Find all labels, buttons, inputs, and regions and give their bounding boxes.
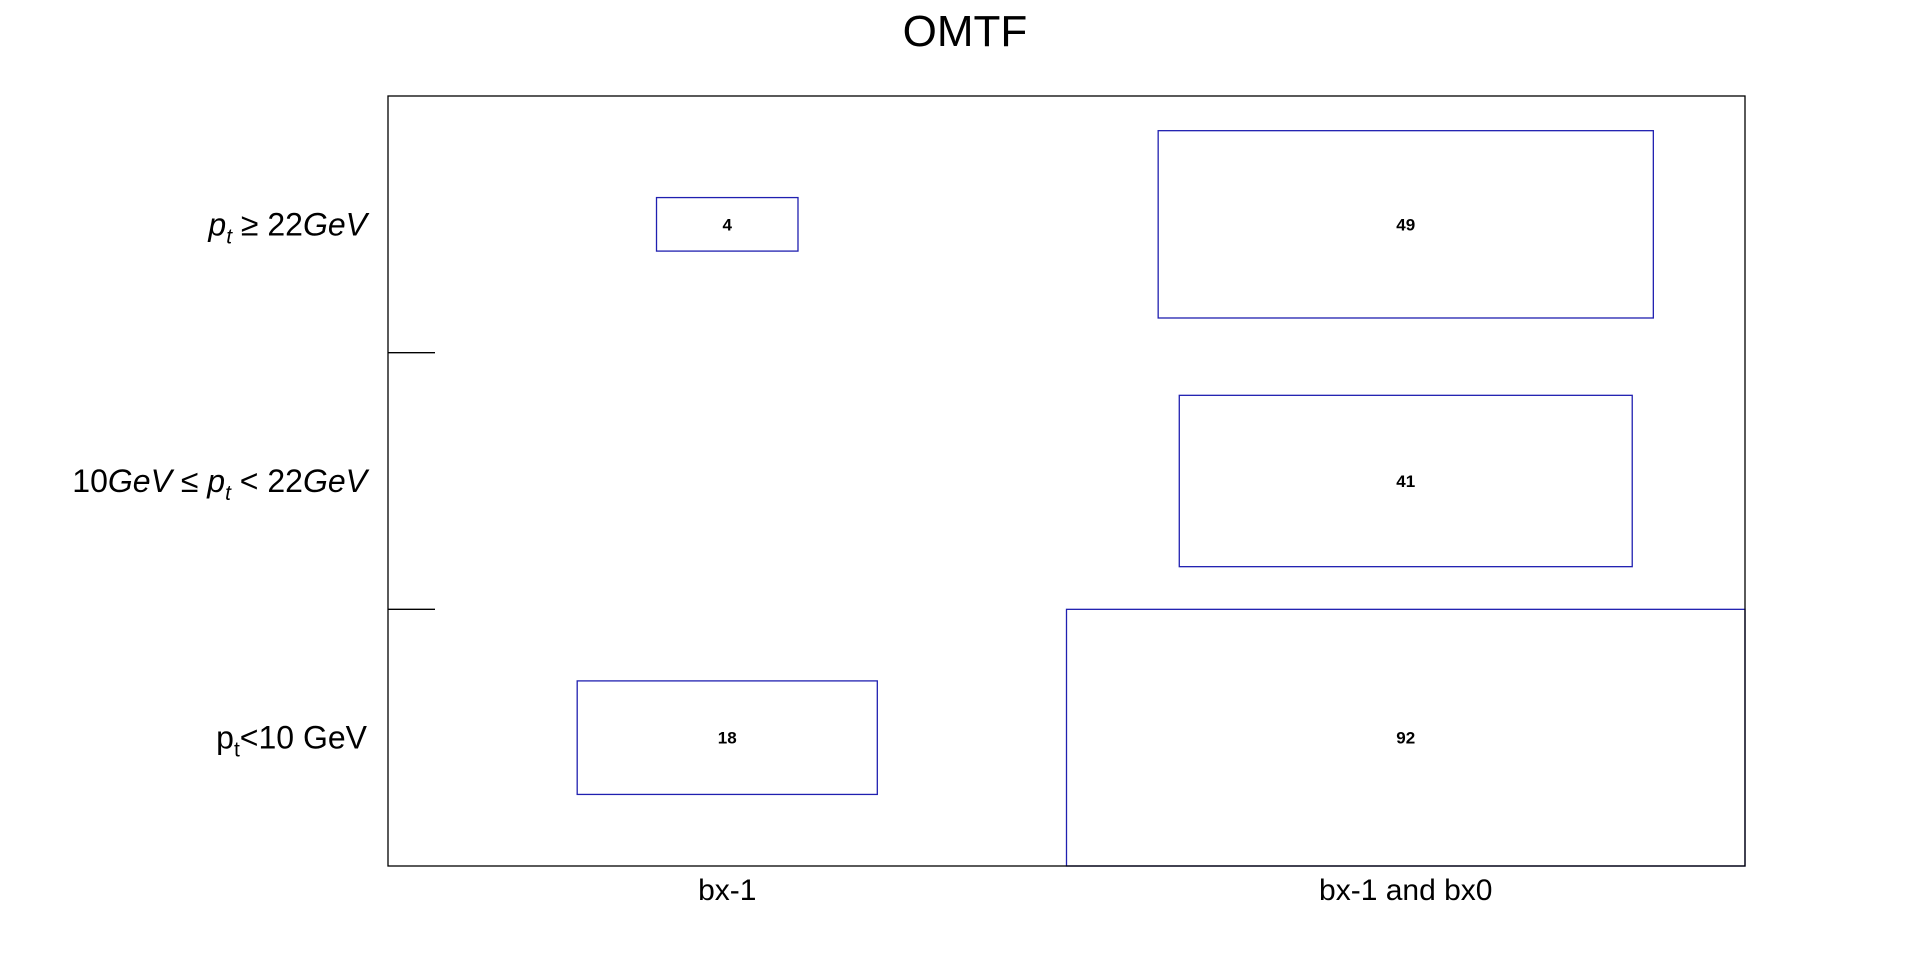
plot-frame [387, 95, 1746, 867]
cell-box [1178, 394, 1633, 568]
y-tick-label: pt ≥ 22GeV [207, 206, 369, 248]
x-tick-label: bx-1 [698, 874, 756, 907]
x-tick-label: bx-1 and bx0 [1319, 874, 1492, 907]
y-tick-label: 10GeV ≤ pt < 22GeV [72, 463, 369, 505]
y-tick-label: pt<10 GeV [216, 720, 368, 762]
chart-title: OMTF [903, 7, 1028, 56]
cell-value-label: 49 [1396, 215, 1415, 234]
cell-value-label: 92 [1396, 729, 1415, 748]
cell-box [655, 196, 799, 252]
cell-value-label: 18 [718, 729, 737, 748]
cell-box [576, 680, 878, 796]
cell-value-label: 41 [1396, 472, 1415, 491]
cell-box [1157, 130, 1654, 319]
cell-value-label: 4 [723, 215, 733, 234]
plot-area: 4 49 41 18 92 bx-1 bx-1 and bx0 pt<10 GeV 10GeV … [72, 130, 1746, 907]
